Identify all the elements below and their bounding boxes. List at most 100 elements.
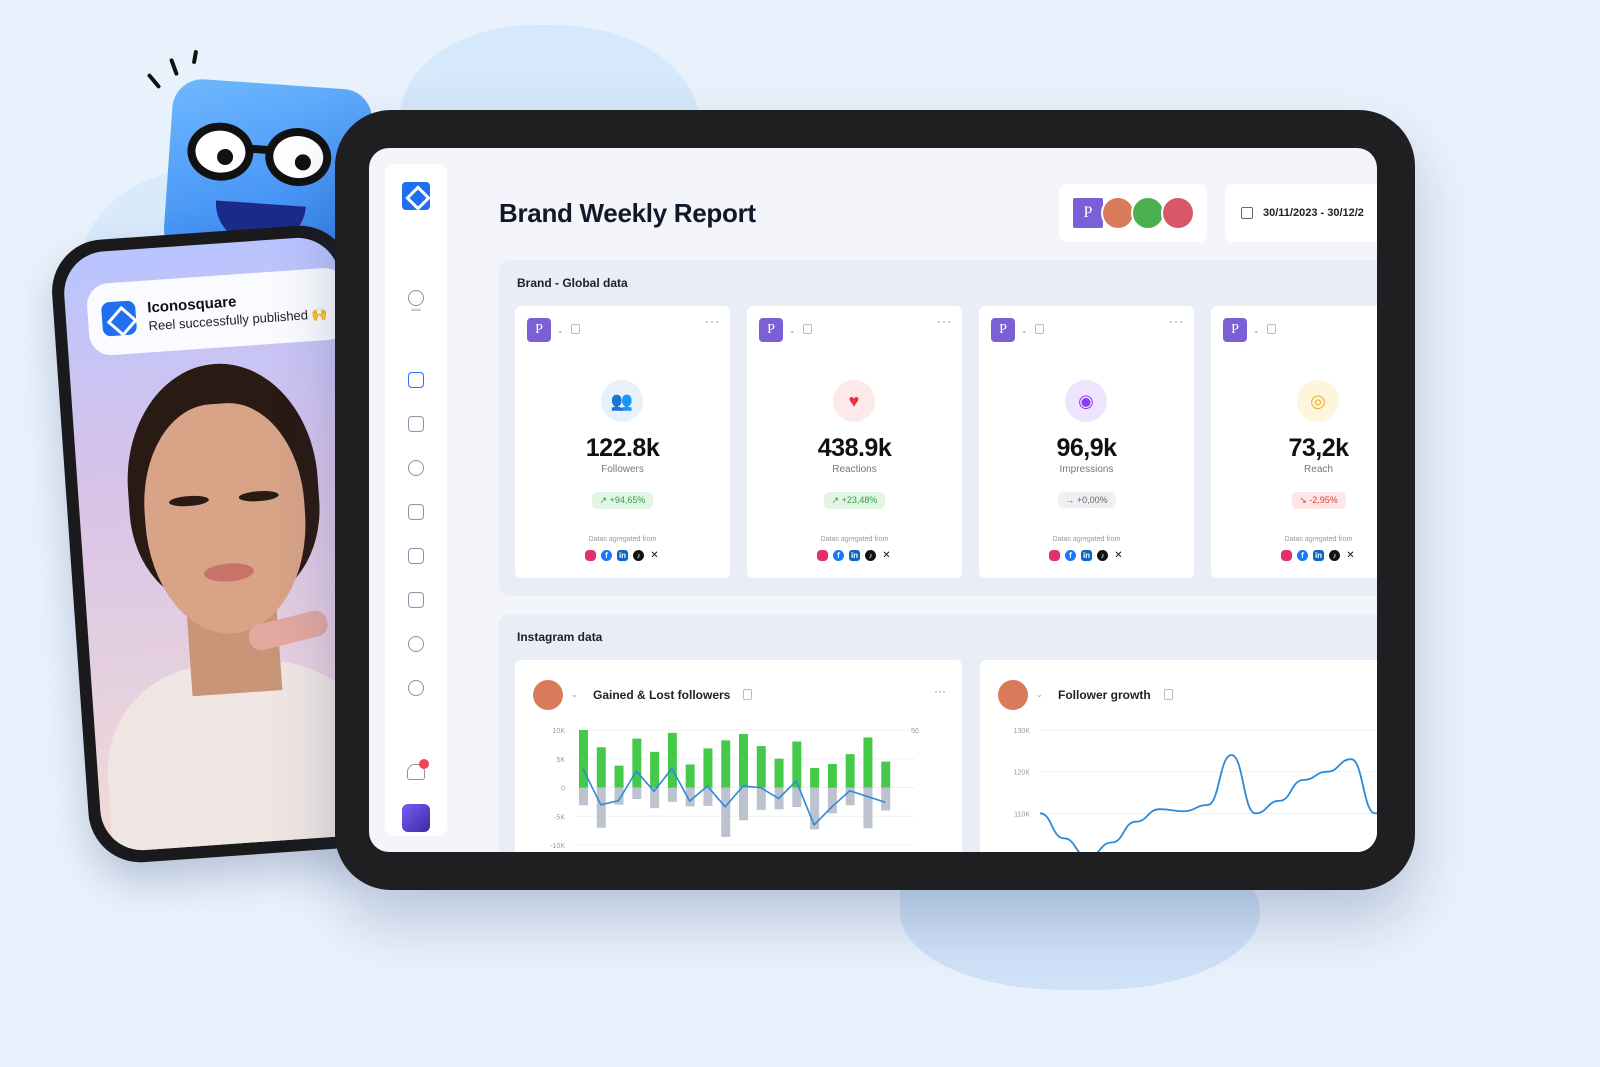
listening-icon[interactable]	[408, 680, 424, 696]
date-range-picker[interactable]: 30/11/2023 - 30/12/2	[1225, 184, 1377, 242]
more-options-icon[interactable]: ···	[705, 314, 720, 328]
instagram-icon	[817, 550, 828, 561]
kpi-card[interactable]: P ⌄ ··· 👥 122.8k Followers ↗ +94,65% Datas agre…	[515, 306, 730, 578]
dashboard-screen: Brand Weekly Report P 30/11/2023 - 30/12…	[369, 148, 1377, 852]
mascot-spark	[191, 49, 199, 65]
gained-bar	[881, 761, 891, 788]
chevron-down-icon[interactable]: ⌄	[1253, 326, 1260, 335]
notifications-bell-icon[interactable]	[407, 764, 425, 780]
gained-bar	[632, 738, 642, 788]
instagram-profile-avatar[interactable]	[998, 680, 1028, 710]
chat-icon[interactable]	[408, 636, 424, 652]
gained-bar	[756, 746, 766, 788]
profile-avatar	[1101, 196, 1135, 230]
aggregated-label: Datas agregated from	[1284, 536, 1353, 543]
y-tick-label: -10K	[550, 843, 565, 850]
lost-bar	[614, 787, 624, 805]
gained-lost-followers-widget: ⌄ Gained & Lost followers ··· 10K 5K 0 -5K -…	[515, 660, 962, 852]
instagram-profile-avatar[interactable]	[533, 680, 563, 710]
lost-bar	[881, 787, 891, 811]
tiktok-icon: ♪	[1329, 550, 1340, 561]
kpi-card[interactable]: P ⌄ ··· ◉ 96,9k Impressions → +0,00% Datas agre…	[979, 306, 1194, 578]
heart-icon: ♥	[833, 380, 875, 422]
push-notification[interactable]: Iconosquare Reel successfully published …	[85, 266, 350, 357]
tiktok-icon: ♪	[865, 550, 876, 561]
lost-bar	[810, 787, 820, 830]
chevron-down-icon[interactable]: ⌄	[1021, 326, 1028, 335]
y-tick-label: 5K	[556, 757, 565, 764]
info-icon[interactable]	[1035, 324, 1044, 334]
gained-bar	[810, 767, 820, 788]
kpi-card[interactable]: P ⌄ ··· ♥ 438.9k Reactions ↗ +23,48% Datas agre…	[747, 306, 962, 578]
kpi-label: Reactions	[832, 464, 877, 475]
kpi-value: 73,2k	[1288, 434, 1349, 462]
lost-bar	[650, 787, 660, 809]
layout-icon[interactable]	[408, 592, 424, 608]
gained-bar	[596, 747, 606, 788]
page-title: Brand Weekly Report	[499, 198, 756, 228]
info-icon[interactable]	[743, 689, 752, 700]
aggregated-label: Datas agregated from	[1052, 536, 1121, 543]
section-title: Brand - Global data	[517, 276, 628, 290]
follower-growth-line	[1039, 754, 1377, 852]
more-options-icon[interactable]: ···	[934, 684, 946, 698]
linkedin-icon: in	[1081, 550, 1092, 561]
y-tick-label: 130K	[1014, 728, 1031, 735]
kpi-change-badge: ↗ +23,48%	[823, 492, 886, 509]
follower-growth-chart: 130K 120K 110K	[1014, 728, 1377, 852]
x-icon: ✕	[1346, 550, 1355, 561]
kpi-value: 96,9k	[1056, 434, 1117, 462]
gained-bar	[845, 754, 855, 788]
compass-icon[interactable]	[408, 290, 424, 306]
profile-avatar[interactable]: P	[1223, 318, 1247, 342]
lost-bar	[863, 787, 873, 829]
more-options-icon[interactable]: ···	[1169, 314, 1184, 328]
lost-bar	[827, 787, 837, 814]
chevron-down-icon[interactable]: ⌄	[789, 326, 796, 335]
info-icon[interactable]	[571, 324, 580, 334]
aggregated-label: Datas agregated from	[820, 536, 889, 543]
x-icon: ✕	[882, 550, 891, 561]
profile-avatar: P	[1071, 196, 1105, 230]
calendar-icon	[1241, 207, 1253, 219]
profile-selector[interactable]: P	[1059, 184, 1207, 242]
info-icon[interactable]	[803, 324, 812, 334]
dashboard-icon[interactable]	[408, 372, 424, 388]
eye-icon: ◉	[1065, 380, 1107, 422]
profile-avatar	[1161, 196, 1195, 230]
facebook-icon: f	[833, 550, 844, 561]
iconosquare-logo-icon[interactable]	[402, 182, 430, 210]
network-icons: f in ♪ ✕	[515, 550, 730, 561]
profile-avatar[interactable]: P	[759, 318, 783, 342]
download-icon[interactable]	[408, 460, 424, 476]
chevron-down-icon[interactable]: ⌄	[1036, 690, 1043, 699]
info-icon[interactable]	[1164, 689, 1173, 700]
info-icon[interactable]	[1267, 324, 1276, 334]
y-tick-label: -5K	[554, 814, 565, 821]
facebook-icon: f	[601, 550, 612, 561]
mascot-spark	[146, 72, 162, 90]
y-tick-label: 10K	[553, 728, 566, 735]
analytics-icon[interactable]	[408, 416, 424, 432]
calendar-icon[interactable]	[408, 548, 424, 564]
tablet-device: Brand Weekly Report P 30/11/2023 - 30/12…	[335, 110, 1415, 890]
lost-bar	[739, 787, 748, 821]
profile-avatar	[1131, 196, 1165, 230]
media-icon[interactable]	[408, 504, 424, 520]
more-options-icon[interactable]: ···	[937, 314, 952, 328]
instagram-data-section: Instagram data ⌄ Gained & Lost followers…	[499, 614, 1377, 852]
lost-bar	[579, 787, 588, 806]
y-tick-label: 110K	[1014, 811, 1030, 818]
sidebar-divider	[411, 309, 421, 311]
gained-bar	[863, 737, 873, 788]
mascot-spark	[169, 57, 179, 77]
user-avatar[interactable]	[402, 804, 430, 832]
y-tick-label: 0	[561, 786, 565, 793]
network-icons: f in ♪ ✕	[747, 550, 962, 561]
profile-avatar[interactable]: P	[527, 318, 551, 342]
profile-avatar[interactable]: P	[991, 318, 1015, 342]
chevron-down-icon[interactable]: ⌄	[557, 326, 564, 335]
gained-bar	[703, 748, 713, 788]
chevron-down-icon[interactable]: ⌄	[571, 690, 578, 699]
